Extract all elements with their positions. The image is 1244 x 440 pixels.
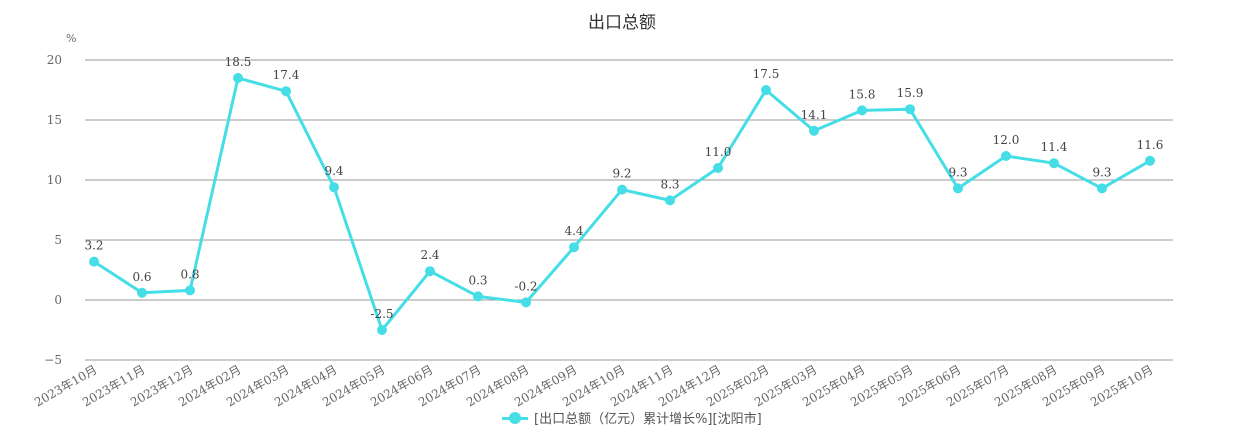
data-point xyxy=(473,291,483,302)
data-point xyxy=(761,85,771,95)
data-point xyxy=(857,105,867,116)
data-label: 0.3 xyxy=(468,273,487,287)
data-label: 11.4 xyxy=(1041,140,1068,154)
data-label: 4.4 xyxy=(564,224,583,238)
data-point xyxy=(953,183,963,194)
data-point xyxy=(665,195,675,206)
data-point xyxy=(137,287,147,298)
data-label: 11.0 xyxy=(705,145,732,159)
data-label: -2.5 xyxy=(370,307,393,321)
data-point xyxy=(713,163,723,173)
data-label: 9.3 xyxy=(1092,165,1111,179)
y-axis-unit: % xyxy=(66,32,76,45)
y-tick-label: 15 xyxy=(47,113,62,127)
data-point xyxy=(329,182,339,193)
data-label: 15.9 xyxy=(897,86,924,100)
data-label: 15.8 xyxy=(849,87,876,101)
data-point xyxy=(281,86,291,97)
data-label: -0.2 xyxy=(514,279,537,293)
data-point xyxy=(1049,158,1059,169)
data-label: 0.6 xyxy=(132,270,151,284)
data-label: 9.2 xyxy=(612,167,631,181)
series-line xyxy=(93,76,1151,332)
data-point xyxy=(425,266,435,277)
data-point xyxy=(617,184,627,195)
data-label: 0.8 xyxy=(180,267,199,281)
data-label: 11.6 xyxy=(1137,138,1164,152)
data-point xyxy=(377,325,387,335)
y-tick-label: 20 xyxy=(47,53,62,67)
legend-item[interactable]: [出口总额（亿元）累计增长%][沈阳市] xyxy=(502,408,762,427)
y-tick-label: 10 xyxy=(47,173,62,187)
data-label: 18.5 xyxy=(225,55,252,69)
data-point xyxy=(233,73,243,83)
data-label: 9.3 xyxy=(948,165,967,179)
data-label: 12.0 xyxy=(993,133,1020,147)
y-tick-label: 5 xyxy=(54,233,62,247)
y-tick-label: −5 xyxy=(44,353,62,367)
data-point xyxy=(569,242,579,253)
data-point xyxy=(1145,155,1155,166)
data-label: 3.2 xyxy=(84,239,103,253)
data-label: 8.3 xyxy=(660,177,679,191)
data-label: 17.4 xyxy=(273,68,300,82)
data-point xyxy=(185,285,195,296)
data-point xyxy=(1097,183,1107,194)
y-tick-label: 0 xyxy=(54,293,62,307)
legend-label: [出口总额（亿元）累计增长%][沈阳市] xyxy=(534,412,762,427)
data-label: 9.4 xyxy=(324,164,343,178)
data-point xyxy=(905,104,915,115)
legend-marker-icon xyxy=(502,411,528,424)
data-point xyxy=(521,297,531,308)
data-point xyxy=(1001,151,1011,161)
data-point xyxy=(89,256,99,267)
data-label: 2.4 xyxy=(420,248,439,262)
data-point xyxy=(809,125,819,136)
data-label: 14.1 xyxy=(801,108,828,122)
chart-title: 出口总额 xyxy=(588,13,656,33)
data-label: 17.5 xyxy=(753,67,780,81)
